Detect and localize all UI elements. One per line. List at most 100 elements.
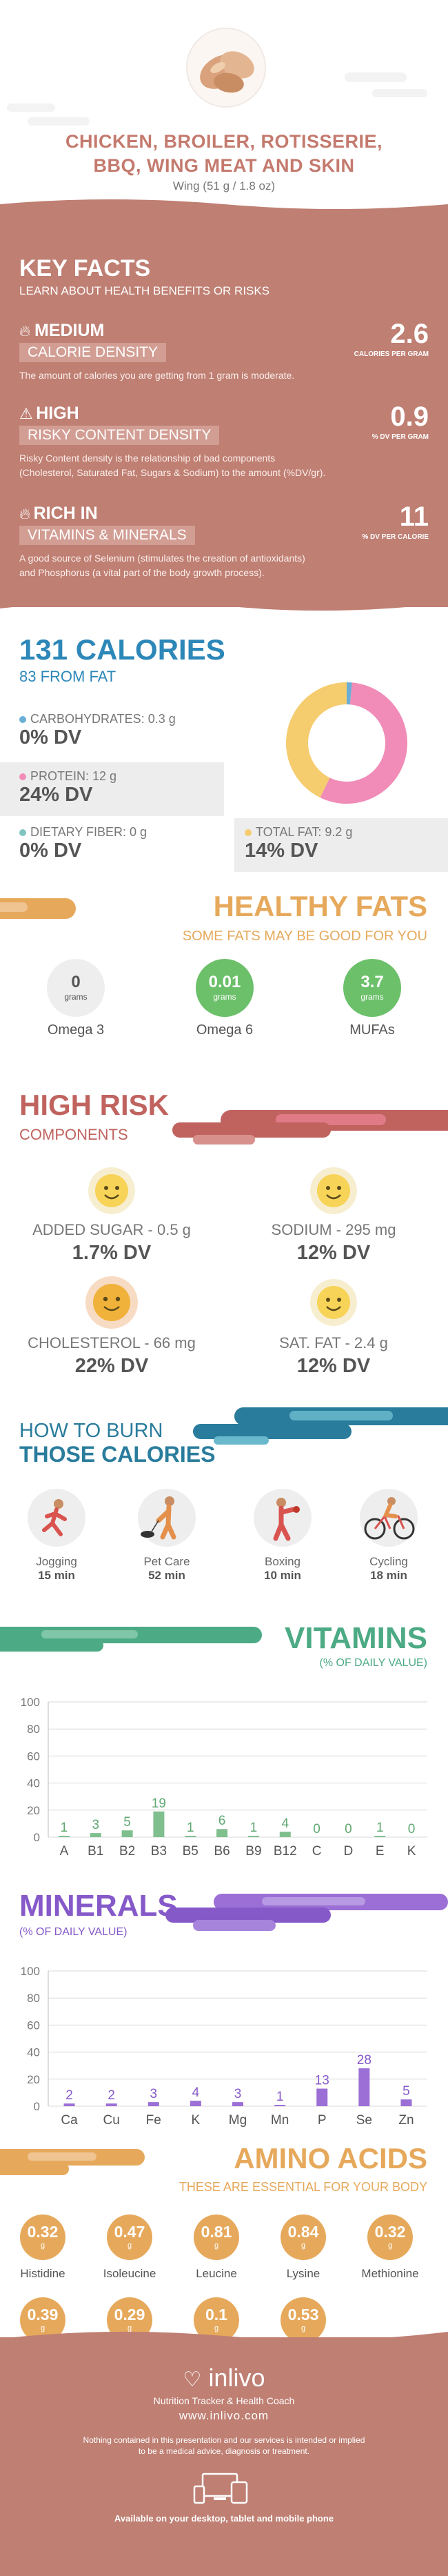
minerals-accent-bars [165, 1894, 448, 1931]
fact-description-1: Risky Content density is the relationshi… [19, 453, 276, 464]
risk-label: SAT. FAT - 2.4 g [279, 1334, 388, 1351]
protein-dot [19, 773, 26, 780]
smiley-icon [309, 1278, 358, 1331]
risk-label: ADDED SUGAR - 0.5 g [32, 1221, 191, 1238]
mineral-ytick-label: 60 [27, 2019, 40, 2032]
mineral-bar [358, 2068, 370, 2106]
calories-from-fat: 83 FROM FAT [19, 668, 116, 685]
amino-circle: 0.1 g [194, 2297, 239, 2343]
title-line-1: CHICKEN, BROILER, ROTISSERIE, [65, 131, 383, 152]
amino-name: Histidine [20, 2267, 65, 2280]
fact-value: 0.9 [390, 402, 429, 432]
amino-circle: 0.32 g [20, 2215, 65, 2260]
macro-label: DIETARY FIBER: 0 g [30, 825, 147, 839]
amino-value: 0.84 [287, 2223, 319, 2241]
macro-dv: 0% DV [19, 726, 82, 749]
amino-unit: g [301, 2241, 306, 2250]
risk-label: SODIUM - 295 mg [271, 1221, 396, 1238]
smiley-icon [87, 1166, 136, 1219]
amino-title: AMINO ACIDS [234, 2142, 427, 2174]
smiley-icon [84, 1275, 139, 1334]
minerals-title: MINERALS [19, 1889, 178, 1923]
vitamin-ytick-label: 60 [27, 1750, 40, 1763]
decorative-shapes [345, 72, 427, 97]
vitamin-ytick-label: 100 [21, 1696, 40, 1709]
amino-unit: g [127, 2324, 132, 2332]
amino-value: 0.32 [374, 2223, 406, 2241]
healthy-fats-accent-bar [0, 898, 76, 919]
fat-name: Omega 6 [196, 1022, 254, 1038]
minerals-subtitle: (% OF DAILY VALUE) [19, 1926, 128, 1938]
decorative-shapes [7, 103, 90, 126]
donut-slice-fat [286, 682, 347, 798]
vitamins-title: VITAMINS [285, 1621, 427, 1655]
fat-value: 0 [71, 973, 81, 991]
pet-care-icon [138, 1489, 196, 1547]
vitamin-category-label: B1 [88, 1844, 103, 1859]
vitamin-category-label: B3 [151, 1844, 167, 1859]
macro-dv: 24% DV [19, 784, 93, 806]
fact-description: The amount of calories you are getting f… [19, 370, 295, 381]
vitamin-category-label: B6 [214, 1844, 230, 1859]
mineral-value-label: 2 [108, 2088, 115, 2103]
amino-circle: 0.47 g [107, 2215, 152, 2260]
omega3-circle: 0 grams [47, 959, 105, 1017]
vitamin-value-label: 4 [281, 1816, 289, 1831]
amino-unit: g [40, 2324, 45, 2332]
vitamin-bar [216, 1829, 228, 1837]
serving-size: Wing (51 g / 1.8 oz) [172, 179, 276, 192]
vitamin-value-label: 1 [61, 1821, 68, 1835]
amino-value: 0.29 [114, 2306, 145, 2324]
vitamin-value-label: 0 [313, 1822, 320, 1836]
fat-value: 0.01 [208, 973, 241, 991]
mineral-bar [105, 2103, 117, 2106]
fat-unit: grams [64, 992, 88, 1002]
vitamin-bar [185, 1836, 196, 1837]
fact-value: 2.6 [390, 319, 429, 349]
activity-minutes: 18 min [370, 1569, 407, 1582]
vitamin-value-label: 0 [408, 1822, 416, 1836]
mineral-value-label: 2 [65, 2088, 73, 2103]
mineral-category-label: Se [356, 2113, 372, 2128]
donut-slice-carbs [347, 682, 352, 705]
mineral-ytick-label: 100 [21, 1965, 40, 1978]
mineral-value-label: 3 [150, 2087, 157, 2101]
amino-accent-bars [0, 2149, 145, 2175]
jogging-icon [28, 1489, 85, 1547]
mineral-bar [316, 2088, 328, 2106]
activity-name: Cycling [369, 1555, 408, 1568]
mineral-bar [232, 2102, 243, 2106]
burn-accent-bars [193, 1407, 448, 1445]
vitamin-category-label: D [344, 1844, 354, 1859]
activity-minutes: 10 min [264, 1569, 301, 1582]
amino-name: Leucine [196, 2267, 237, 2280]
mineral-value-label: 28 [357, 2053, 371, 2068]
vitamin-category-label: B9 [245, 1844, 261, 1859]
brand-url[interactable]: www.inlivo.com [179, 2409, 269, 2422]
macro-dv: 14% DV [245, 840, 318, 862]
fact-description-2: and Phosphorus (a vital part of the body… [19, 567, 265, 578]
vitamin-category-label: B12 [274, 1844, 297, 1859]
burn-title-line-1: HOW TO BURN [19, 1420, 163, 1442]
fat-name: MUFAs [349, 1022, 395, 1038]
fat-unit: grams [360, 992, 384, 1002]
vitamin-value-label: 5 [123, 1815, 131, 1830]
healthy-fats-title: HEALTHY FATS [213, 890, 427, 922]
fact-description-2: (Cholesterol, Saturated Fat, Sugars & So… [19, 467, 326, 478]
amino-subtitle: THESE ARE ESSENTIAL FOR YOUR BODY [179, 2180, 427, 2194]
vitamin-bar [121, 1830, 133, 1837]
amino-circle: 0.53 g [281, 2297, 326, 2343]
vitamin-bar [279, 1832, 291, 1837]
mineral-bar [400, 2099, 412, 2106]
vitamins-subtitle: (% OF DAILY VALUE) [319, 1657, 427, 1669]
fact-name-badge: CALORIE DENSITY [19, 343, 167, 362]
amino-unit: g [214, 2241, 219, 2250]
brand-name: inlivo [208, 2364, 265, 2392]
fat-value: 3.7 [360, 973, 384, 991]
amino-unit: g [301, 2324, 306, 2332]
chicken-wing-illustration [187, 29, 265, 106]
disclaimer-line-2: to be a medical advice, diagnosis or tre… [138, 2446, 310, 2456]
mineral-category-label: Cu [103, 2113, 120, 2128]
mineral-value-label: 4 [192, 2085, 200, 2100]
fat-name: Omega 3 [47, 1022, 105, 1038]
